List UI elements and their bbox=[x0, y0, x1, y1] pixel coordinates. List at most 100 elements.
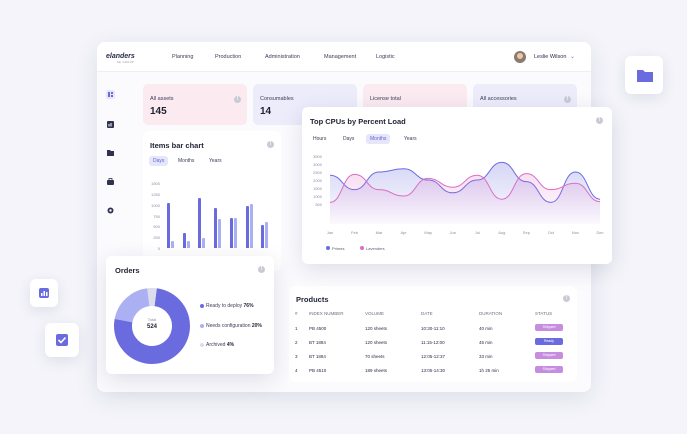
tab-months[interactable]: Months bbox=[366, 134, 391, 144]
legend-dot-primes bbox=[326, 246, 330, 250]
nav-item-planning[interactable]: Planning bbox=[172, 54, 194, 60]
y-tick-label: 3500 bbox=[313, 154, 322, 159]
tab-days[interactable]: Days bbox=[149, 156, 169, 166]
bar bbox=[245, 205, 249, 248]
y-tick-label: 3000 bbox=[313, 162, 322, 167]
status-badge[interactable]: Shipped bbox=[535, 352, 563, 359]
legend-dot-lavenders bbox=[360, 246, 364, 250]
stat-card-all-assets[interactable]: All assets 145 ! bbox=[143, 84, 247, 125]
status-badge[interactable]: Shipped bbox=[535, 324, 563, 331]
table-row[interactable]: 1 PB 4500 120 sheets 10:30-11:10 40 min Shipp… bbox=[289, 324, 577, 336]
legend-ready: Ready to deploy 76% bbox=[206, 303, 254, 309]
report-icon[interactable] bbox=[106, 120, 115, 129]
column-header: DURATION bbox=[479, 311, 503, 316]
legend-dot-ready bbox=[200, 304, 204, 308]
info-icon[interactable]: ! bbox=[563, 295, 570, 302]
stat-value: 145 bbox=[150, 106, 167, 117]
y-tick-label: 1500 bbox=[151, 181, 160, 186]
stat-label: All assets bbox=[150, 96, 174, 102]
x-tick-label: Nov bbox=[571, 230, 580, 235]
donut-hole bbox=[132, 306, 172, 346]
table-cell: 11:15-12:00 bbox=[421, 340, 445, 345]
tab-years[interactable]: Years bbox=[209, 158, 222, 164]
x-tick-label: May bbox=[424, 230, 432, 235]
bar bbox=[198, 198, 202, 248]
info-icon[interactable]: ! bbox=[564, 96, 571, 103]
card-title: Top CPUs by Percent Load bbox=[310, 117, 406, 126]
info-icon[interactable]: ! bbox=[596, 117, 603, 124]
info-icon[interactable]: ! bbox=[267, 141, 274, 148]
nav-item-management[interactable]: Management bbox=[324, 54, 357, 60]
tab-days[interactable]: Days bbox=[343, 136, 355, 142]
status-badge[interactable]: Ready bbox=[535, 338, 563, 345]
dashboard-icon[interactable] bbox=[106, 90, 115, 99]
card-title: Items bar chart bbox=[150, 141, 204, 150]
column-header: VOLUME bbox=[365, 311, 385, 316]
table-cell: 70 sheets bbox=[365, 354, 385, 359]
table-cell: 10:30-11:10 bbox=[421, 326, 445, 331]
checkbox-icon bbox=[56, 334, 68, 346]
table-cell: 189 sheets bbox=[365, 368, 388, 373]
tab-years[interactable]: Years bbox=[404, 136, 417, 142]
y-tick-label: 1000 bbox=[313, 194, 322, 199]
cpu-plot-svg bbox=[329, 161, 601, 224]
table-cell: 40 min bbox=[479, 326, 493, 331]
bar bbox=[218, 218, 222, 248]
table-cell: 1 bbox=[295, 326, 298, 331]
y-tick-label: 250 bbox=[153, 235, 160, 241]
products-card: Products ! # INDEX NUMBER VOLUME DATE DURATI… bbox=[289, 286, 577, 382]
nav-item-logistic[interactable]: Logistic bbox=[376, 54, 395, 60]
briefcase-icon[interactable] bbox=[106, 177, 115, 186]
report-tile[interactable] bbox=[30, 279, 58, 307]
nav-item-production[interactable]: Production bbox=[215, 54, 242, 60]
folder-tile[interactable] bbox=[625, 56, 663, 94]
table-row[interactable]: 3 BT 1884 70 sheets 12:05-12:37 33 min Shippe… bbox=[289, 352, 577, 364]
legend-label: Archived bbox=[206, 342, 226, 348]
donut-slice bbox=[114, 288, 151, 323]
chevron-down-icon[interactable]: ⌄ bbox=[570, 54, 576, 60]
check-tile[interactable] bbox=[45, 323, 79, 357]
x-tick-label: Sep bbox=[522, 230, 530, 235]
tab-months[interactable]: Months bbox=[178, 158, 195, 164]
table-row[interactable]: 4 PB 4510 189 sheets 13:05-14:30 1h 25 min Sh… bbox=[289, 366, 577, 378]
status-badge[interactable]: Shipped bbox=[535, 366, 563, 373]
orders-card: Orders ! Total 524 Ready to deploy 76% N… bbox=[106, 256, 274, 374]
y-tick-label: 1500 bbox=[313, 186, 322, 191]
column-header: DATE bbox=[421, 311, 433, 316]
column-header: INDEX NUMBER bbox=[309, 311, 344, 316]
table-cell: 45 min bbox=[479, 340, 493, 345]
nav-item-administration[interactable]: Administration bbox=[265, 54, 300, 60]
y-tick-label: 2500 bbox=[313, 170, 322, 175]
info-icon[interactable]: ! bbox=[258, 266, 265, 273]
table-cell: BT 1884 bbox=[309, 354, 326, 359]
user-name[interactable]: Leslie Wilson bbox=[534, 54, 567, 60]
cpu-load-card: Top CPUs by Percent Load ! Hours Days Mo… bbox=[302, 107, 612, 264]
series-line-lavenders bbox=[329, 173, 601, 203]
table-cell: 3 bbox=[295, 354, 298, 359]
legend-pct: 76% bbox=[243, 303, 254, 309]
table-cell: BT 1884 bbox=[309, 340, 326, 345]
y-tick-label: 500 bbox=[315, 202, 322, 207]
legend-pct: 4% bbox=[226, 342, 235, 348]
bar bbox=[186, 240, 190, 248]
bar bbox=[249, 204, 253, 248]
tab-hours[interactable]: Hours bbox=[313, 136, 327, 142]
folder-icon[interactable] bbox=[106, 148, 115, 157]
bar bbox=[265, 222, 269, 248]
table-row[interactable]: 2 BT 1884 120 sheets 11:15-12:00 45 min Ready bbox=[289, 338, 577, 350]
column-header: # bbox=[295, 311, 298, 316]
x-tick-label: Feb bbox=[351, 230, 358, 235]
table-cell: 13:05-14:30 bbox=[421, 368, 446, 373]
logo[interactable]: elanders bbox=[106, 53, 135, 60]
table-cell: 33 min bbox=[479, 354, 493, 359]
y-tick-label: 0 bbox=[157, 246, 160, 251]
top-bar: elanders SE GROUP Planning Production Ad… bbox=[97, 42, 591, 72]
x-tick-label: Dec bbox=[596, 230, 604, 235]
legend-label: Ready to deploy bbox=[206, 303, 243, 309]
info-icon[interactable]: ! bbox=[234, 96, 241, 103]
avatar[interactable] bbox=[514, 51, 526, 63]
x-tick-label: Mar bbox=[375, 230, 383, 235]
donut-center-value: 524 bbox=[146, 324, 157, 330]
gear-icon[interactable] bbox=[106, 206, 115, 215]
y-tick-label: 750 bbox=[153, 213, 160, 219]
